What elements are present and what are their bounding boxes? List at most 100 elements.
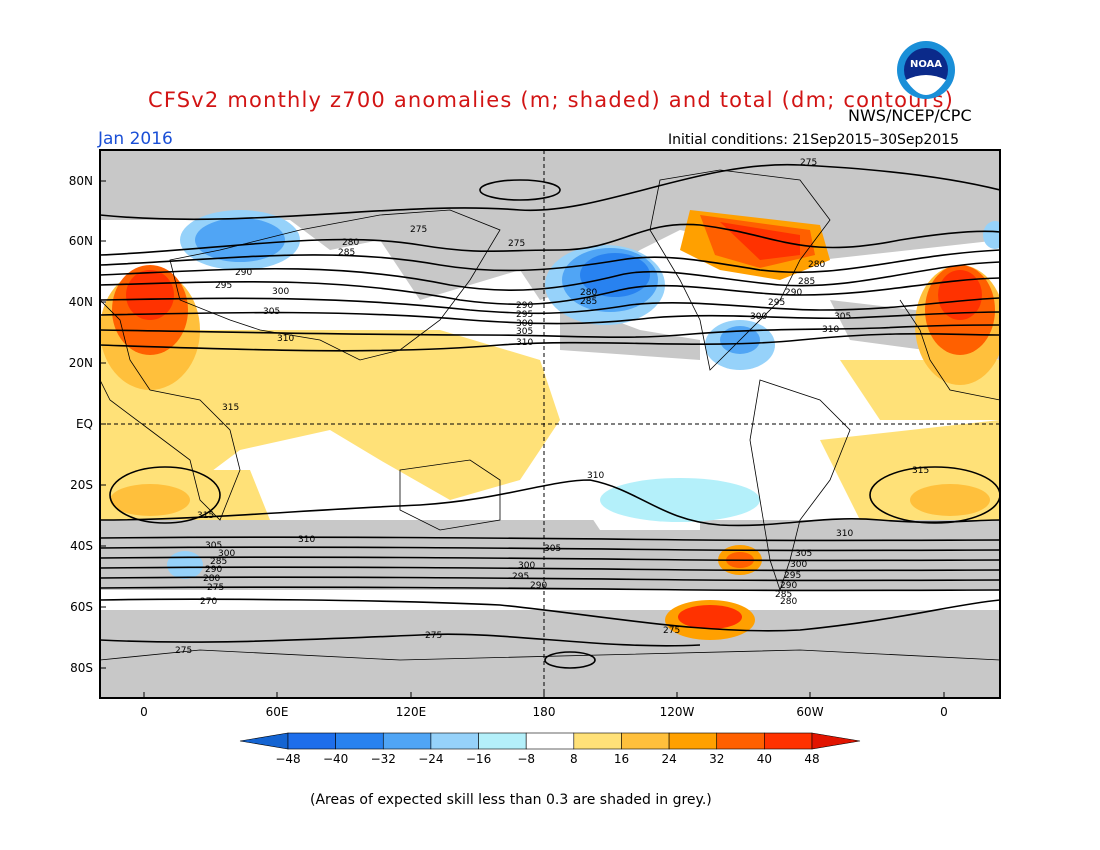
colorbar-swatch — [287, 732, 336, 750]
svg-text:295: 295 — [516, 310, 533, 320]
svg-text:305: 305 — [263, 307, 280, 317]
colorbar-swatch — [335, 732, 384, 750]
svg-text:285: 285 — [580, 297, 597, 307]
colorbar-swatch — [764, 732, 813, 750]
colorbar-tick-label: −16 — [466, 752, 491, 766]
svg-text:315: 315 — [197, 511, 214, 521]
svg-text:290: 290 — [205, 565, 222, 575]
svg-text:295: 295 — [215, 281, 232, 291]
height-contours — [100, 163, 1000, 669]
svg-text:310: 310 — [298, 535, 315, 545]
svg-text:285: 285 — [210, 557, 227, 567]
map-field: 275 275 275 280 285 290 295 300 305 310 … — [100, 150, 1000, 698]
colorbar-swatch — [430, 732, 479, 750]
svg-text:275: 275 — [508, 239, 525, 249]
noaa-logo-icon: NOAA — [897, 41, 955, 99]
contour-labels: 275 275 275 280 285 290 295 300 305 310 … — [175, 158, 929, 656]
lon-label: 0 — [940, 705, 948, 719]
lat-label: 80N — [69, 174, 93, 188]
svg-text:290: 290 — [780, 581, 797, 591]
lon-label: 180 — [533, 705, 556, 719]
colorbar-tick-label: 48 — [804, 752, 819, 766]
svg-text:280: 280 — [203, 574, 220, 584]
colorbar-swatch — [525, 732, 575, 750]
svg-text:295: 295 — [512, 572, 529, 582]
svg-text:275: 275 — [207, 583, 224, 593]
svg-text:290: 290 — [235, 268, 252, 278]
agency-label: NWS/NCEP/CPC — [848, 106, 972, 125]
lat-label: 60N — [69, 234, 93, 248]
lon-label: 60W — [796, 705, 823, 719]
colorbar-tick-label: −48 — [275, 752, 300, 766]
svg-text:290: 290 — [516, 301, 533, 311]
colorbar-arrow-high — [811, 732, 861, 750]
lat-label: 80S — [70, 661, 93, 675]
lon-label: 60E — [266, 705, 289, 719]
svg-text:280: 280 — [780, 597, 797, 607]
colorbar-tick-label: 40 — [757, 752, 772, 766]
svg-text:275: 275 — [410, 225, 427, 235]
svg-text:285: 285 — [798, 277, 815, 287]
forecast-month: Jan 2016 — [98, 129, 173, 149]
colorbar-tick-label: 32 — [709, 752, 724, 766]
colorbar-swatch — [382, 732, 432, 750]
svg-text:290: 290 — [785, 288, 802, 298]
colorbar-tick-label: −32 — [371, 752, 396, 766]
lon-label: 120W — [660, 705, 695, 719]
svg-text:305: 305 — [834, 312, 851, 322]
colorbar-swatch — [478, 732, 527, 750]
lon-label: 0 — [140, 705, 148, 719]
svg-text:310: 310 — [587, 471, 604, 481]
svg-text:275: 275 — [800, 158, 817, 168]
longitude-labels: 0 60E 120E 180 120W 60W 0 — [140, 705, 948, 719]
colorbar-swatch — [716, 732, 765, 750]
initial-conditions: Initial conditions: 21Sep2015–30Sep2015 — [668, 132, 960, 148]
svg-text:270: 270 — [200, 597, 217, 607]
lat-label: 40N — [69, 295, 93, 309]
skill-footnote: (Areas of expected skill less than 0.3 a… — [310, 792, 712, 808]
svg-text:315: 315 — [222, 403, 239, 413]
svg-text:315: 315 — [912, 466, 929, 476]
svg-text:290: 290 — [530, 581, 547, 591]
svg-text:285: 285 — [775, 590, 792, 600]
svg-text:300: 300 — [750, 312, 767, 322]
svg-text:275: 275 — [663, 626, 680, 636]
chart-title: CFSv2 monthly z700 anomalies (m; shaded)… — [148, 88, 955, 112]
colorbar-tick-label: 16 — [614, 752, 629, 766]
lat-label: 20N — [69, 356, 93, 370]
lon-label: 120E — [396, 705, 427, 719]
colorbar-arrow-low — [239, 732, 289, 750]
svg-text:300: 300 — [518, 561, 535, 571]
colorbar-swatch — [573, 732, 622, 750]
svg-text:295: 295 — [768, 298, 785, 308]
svg-text:275: 275 — [175, 646, 192, 656]
svg-text:310: 310 — [516, 338, 533, 348]
logo-text: NOAA — [910, 59, 942, 70]
coastlines — [100, 169, 1000, 661]
colorbar-tick-label: 24 — [661, 752, 676, 766]
svg-text:280: 280 — [580, 288, 597, 298]
svg-text:300: 300 — [516, 319, 533, 329]
svg-text:280: 280 — [342, 238, 359, 248]
svg-text:285: 285 — [338, 248, 355, 258]
colorbar-tick-label: 8 — [570, 752, 578, 766]
colorbar-swatch — [621, 732, 670, 750]
svg-text:305: 305 — [795, 549, 812, 559]
svg-text:305: 305 — [544, 544, 561, 554]
axis-ticks — [100, 180, 945, 698]
colorbar-tick-label: −24 — [418, 752, 443, 766]
colorbar-tick-label: −8 — [517, 752, 535, 766]
svg-text:310: 310 — [277, 334, 294, 344]
lat-label: 20S — [70, 478, 93, 492]
svg-text:295: 295 — [784, 571, 801, 581]
latitude-labels: 80N 60N 40N 20N EQ 20S 40S 60S 80S — [69, 174, 93, 675]
lat-label: 40S — [70, 539, 93, 553]
lat-label: EQ — [76, 417, 93, 431]
colorbar: −48 −40 −32 −24 −16 −8 8 16 24 32 40 48 — [239, 732, 861, 766]
svg-text:300: 300 — [218, 549, 235, 559]
svg-text:305: 305 — [205, 541, 222, 551]
colorbar-tick-label: −40 — [323, 752, 348, 766]
svg-text:305: 305 — [516, 327, 533, 337]
lat-label: 60S — [70, 600, 93, 614]
